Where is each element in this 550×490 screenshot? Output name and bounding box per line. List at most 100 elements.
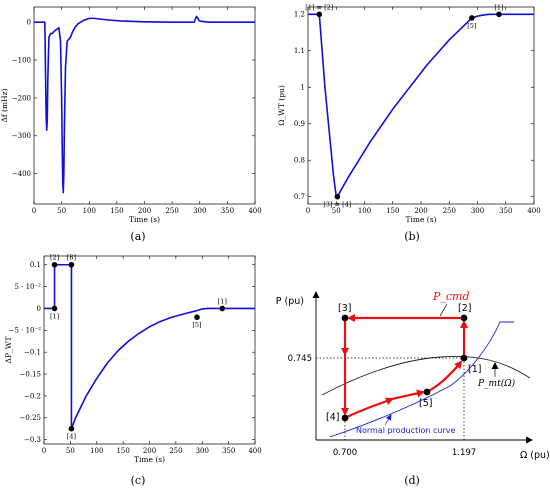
d-label-1: [1]	[468, 364, 481, 375]
b-xtick-label: 0	[306, 207, 310, 215]
d-label-pcmd: P_cmd	[432, 290, 470, 303]
b-marker-label: [5]	[467, 22, 476, 30]
a-xtick-label: 250	[165, 207, 178, 215]
c-ytick-label: −0.15	[20, 370, 41, 378]
b-xtick-label: 200	[414, 207, 427, 215]
d-path-4-5a	[344, 397, 394, 419]
panel-a: 0 50 100 150 200 250 300 350 400 0 −100 −200 −300 −40…	[0, 6, 262, 224]
c-xtick-label: 300	[196, 447, 209, 455]
c-marker-point	[194, 314, 200, 321]
c-ytick-label: 5 · 10⁻²	[14, 283, 41, 291]
c-ylabel: ΔP_WT	[4, 337, 13, 364]
a-xtick-label: 300	[193, 207, 206, 215]
c-marker-point	[51, 261, 58, 268]
d-ylabel: P (pu)	[276, 296, 304, 307]
c-xtick-label: 0	[42, 447, 46, 455]
c-marker-point	[51, 305, 58, 312]
caption-d: (d)	[404, 474, 420, 487]
c-marker-label: [1]	[218, 297, 227, 305]
panel-b: 0 50 100 150 200 250 300 350 400 0.7 0.8 0.9 1 1.1 1.2…	[277, 3, 541, 224]
a-xtick-label: 200	[138, 207, 151, 215]
c-marker-label: [1]	[50, 312, 59, 320]
b-xtick-label: 300	[471, 207, 484, 215]
d-path-5-1	[426, 360, 463, 393]
d-xtick-1197: 1.197	[452, 448, 476, 458]
c-xlabel: Time (s)	[134, 455, 165, 464]
caption-a: (a)	[130, 230, 145, 243]
d-point-3	[341, 314, 349, 322]
a-series-line	[34, 15, 255, 194]
d-label-5: [5]	[419, 398, 432, 409]
b-xtick-label: 350	[499, 207, 512, 215]
caption-c: (c)	[131, 474, 146, 487]
d-label-normal: Normal production curve	[356, 426, 455, 435]
a-xtick-label: 50	[57, 207, 66, 215]
b-xtick-label: 150	[386, 207, 399, 215]
b-marker-label: [1]	[494, 3, 503, 11]
c-marker-label: [5]	[192, 321, 201, 329]
b-xtick-label: 100	[358, 207, 371, 215]
d-pmt-curve	[321, 355, 531, 396]
a-ytick-label: 0	[27, 19, 31, 27]
b-ytick-label: 1.2	[294, 11, 305, 19]
c-marker-label: [3]	[67, 254, 76, 262]
c-xtick-label: 50	[66, 447, 75, 455]
b-marker-label: [3] ≡ [4]	[323, 201, 351, 209]
c-marker-label: [2]	[50, 254, 59, 262]
b-xlabel: Time (s)	[405, 215, 436, 224]
a-xtick-label: 100	[83, 207, 96, 215]
a-xtick-label: 0	[32, 207, 36, 215]
d-point-5	[423, 388, 431, 396]
c-ytick-label: −0.2	[24, 392, 41, 400]
c-marker-label: [4]	[67, 433, 76, 441]
b-xtick-label: 400	[527, 207, 540, 215]
a-xlabel: Time (s)	[129, 215, 160, 224]
a-ytick-label: −200	[12, 94, 31, 102]
b-marker-point	[334, 193, 341, 200]
d-pcmd-pointer	[439, 303, 448, 317]
a-plot-frame	[33, 6, 256, 205]
panel-c: 0 50 100 150 200 250 300 350 400 0.1 5 · 10⁻² 0 −5 ·…	[4, 254, 262, 464]
a-xtick-label: 350	[221, 207, 234, 215]
b-marker-point	[496, 11, 502, 18]
d-xlabel: Ω (pu)	[520, 450, 550, 461]
c-xtick-label: 150	[116, 447, 129, 455]
c-ytick-label: −5 · 10⁻²	[9, 327, 42, 335]
c-plot-frame	[43, 255, 256, 445]
c-marker-point	[68, 261, 75, 268]
a-ytick-label: −400	[12, 170, 31, 178]
c-ytick-label: −0.25	[20, 414, 41, 422]
d-normal-curve	[329, 321, 514, 438]
c-xtick-label: 100	[90, 447, 103, 455]
a-ytick-label: −100	[12, 56, 31, 64]
a-ytick-label: −300	[12, 132, 31, 140]
c-marker-point	[219, 305, 226, 312]
c-xtick-label: 350	[222, 447, 235, 455]
d-xtick-0700: 0.700	[333, 448, 357, 458]
b-ytick-label: 0.8	[294, 157, 305, 165]
d-point-2	[460, 314, 468, 322]
b-ytick-label: 1.1	[294, 47, 305, 55]
c-marker-point	[68, 425, 75, 432]
b-ytick-label: 1	[301, 84, 305, 92]
d-point-4	[341, 414, 349, 422]
c-ytick-label: 0.1	[30, 261, 41, 269]
b-marker-point	[469, 15, 475, 21]
b-marker-label: [1] ≡ [2]	[305, 3, 333, 11]
d-label-2: [2]	[458, 303, 471, 314]
c-ytick-label: −0.3	[24, 436, 41, 444]
c-ytick-label: −0.1	[24, 349, 41, 357]
a-ylabel: Δf (mHz)	[0, 88, 9, 122]
b-ytick-label: 0.9	[294, 120, 305, 128]
c-xtick-label: 200	[143, 447, 156, 455]
c-ytick-label: 0	[37, 305, 41, 313]
panel-d: P (pu) Ω (pu) 0.745 0.700 1.197 [1] [2] …	[276, 290, 550, 461]
a-xtick-label: 150	[110, 207, 123, 215]
d-point-1	[460, 354, 468, 362]
caption-b: (b)	[404, 230, 420, 243]
d-label-3: [3]	[338, 303, 351, 314]
b-xtick-label: 50	[332, 207, 341, 215]
c-xtick-label: 400	[248, 447, 261, 455]
b-series-line	[308, 13, 534, 198]
